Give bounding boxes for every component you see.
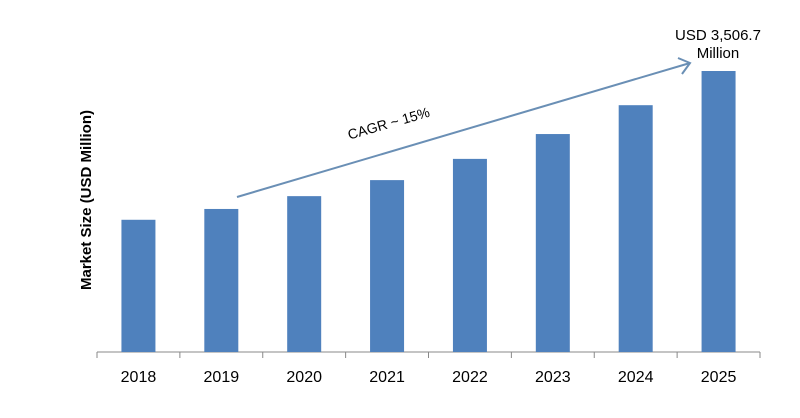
bar-2022 bbox=[452, 158, 487, 352]
x-tick-label: 2024 bbox=[618, 369, 654, 386]
x-tick-label: 2022 bbox=[452, 369, 488, 386]
bar-2023 bbox=[535, 134, 570, 352]
x-tick-label: 2018 bbox=[121, 369, 157, 386]
end-value-label-line2: Million bbox=[697, 45, 740, 62]
cagr-label: CAGR ~ 15% bbox=[346, 104, 432, 143]
cagr-arrow bbox=[236, 62, 691, 198]
x-tick-label: 2025 bbox=[701, 369, 737, 386]
bar-2018 bbox=[121, 219, 156, 352]
x-tick-label: 2020 bbox=[286, 369, 322, 386]
bar-2020 bbox=[287, 196, 322, 352]
bar-2025 bbox=[701, 71, 736, 352]
end-value-label-line1: USD 3,506.7 bbox=[675, 27, 761, 44]
y-axis-label: Market Size (USD Million) bbox=[78, 110, 95, 290]
bar-2021 bbox=[370, 180, 405, 352]
bar-2019 bbox=[204, 208, 239, 352]
bar-2024 bbox=[618, 105, 653, 352]
x-tick-label: 2023 bbox=[535, 369, 571, 386]
x-tick-label: 2021 bbox=[369, 369, 405, 386]
x-tick-label: 2019 bbox=[204, 369, 240, 386]
cagr-arrow-head bbox=[677, 57, 692, 75]
